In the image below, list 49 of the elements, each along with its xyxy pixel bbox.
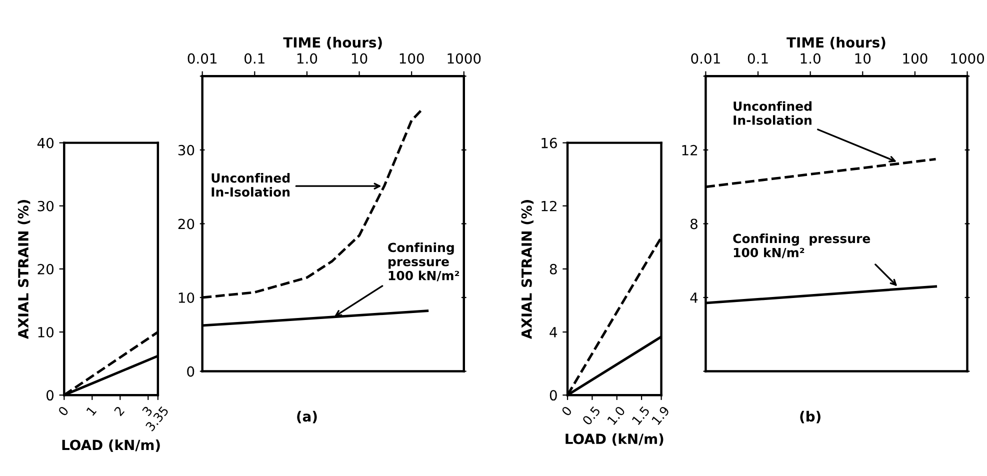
y-tick-label: 8	[690, 218, 698, 230]
y-tick-label: 40	[37, 138, 54, 148]
y-tick-label: 4	[690, 292, 698, 303]
x-tick-label: 100	[903, 53, 928, 64]
x-tick-label: 10	[352, 53, 368, 64]
x-axis-title: TIME (hours)	[786, 36, 886, 50]
text: (a)	[297, 410, 317, 424]
y-tick-label: 20	[178, 218, 194, 230]
x-tick-label: 1000	[951, 53, 984, 64]
y-tick-label: 0	[46, 390, 54, 401]
y-tick-label: 20	[38, 264, 54, 274]
x-tick-label: 0.1	[244, 53, 264, 64]
x-tick-label: 2	[114, 406, 125, 416]
x-tick-label: 100	[400, 53, 424, 64]
x-tick-label: 1.0	[297, 53, 318, 64]
x-tick-label: 1.5	[632, 406, 650, 426]
x-tick-label: 1.9	[651, 406, 670, 426]
y-tick-label: 10	[38, 326, 54, 338]
y-tick-label: 0	[550, 390, 557, 401]
y-tick-label: 30	[38, 200, 54, 212]
y-tick-label: 4	[550, 327, 558, 338]
x-axis-title: TIME (hours)	[283, 36, 382, 50]
annotation: Unconfined In-Isolation	[734, 101, 812, 125]
x-tick-label: 10	[855, 53, 871, 64]
x-tick-label: 1	[86, 406, 97, 416]
x-tick-label: 1.0	[800, 53, 820, 64]
x-tick-label: 1000	[448, 53, 481, 64]
x-axis-title: LOAD (kN/m)	[62, 439, 160, 452]
text: (b)	[800, 410, 820, 424]
x-tick-label: 0.01	[188, 53, 217, 64]
y-tick-label: 0	[187, 366, 194, 377]
y-tick-label: 12	[682, 144, 698, 156]
y-tick-label: 30	[178, 144, 194, 156]
y-tick-label: 12	[542, 200, 556, 212]
y-tick-label: 16	[542, 138, 557, 148]
annotation: Confining pressure 100 kN/m²	[388, 242, 460, 282]
x-tick-label: 0	[561, 406, 572, 416]
x-tick-label: 0.1	[748, 53, 768, 64]
annotation: Confining pressure 100 kN/m²	[733, 234, 870, 258]
y-tick-label: 10	[178, 292, 194, 303]
x-tick-label: 0.01	[691, 53, 720, 64]
x-tick-label: 0.5	[582, 406, 601, 426]
x-tick-label: 1.0	[606, 406, 626, 426]
y-axis-title: AXIAL STRAIN (%)	[18, 200, 30, 339]
y-axis-title: AXIAL STRAIN (%)	[521, 200, 534, 339]
x-axis-title: LOAD (kN/m)	[566, 433, 664, 446]
y-tick-label: 8	[550, 264, 557, 274]
x-tick-label: 0	[58, 406, 69, 416]
annotation: Unconfined In-Isolation	[212, 173, 290, 197]
